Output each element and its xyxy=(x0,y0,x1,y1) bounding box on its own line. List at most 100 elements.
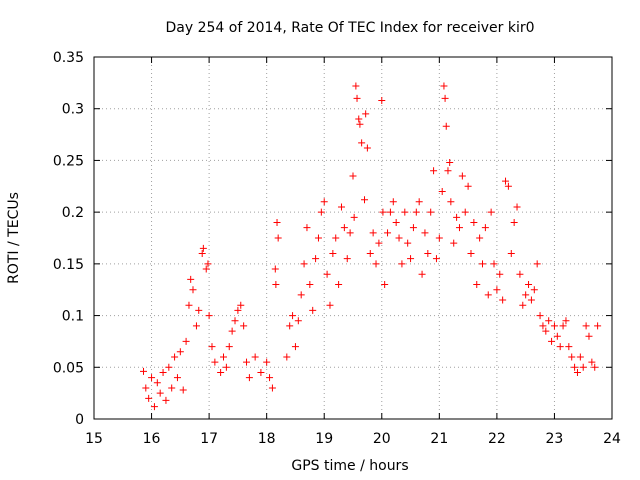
data-point xyxy=(432,255,440,263)
data-point xyxy=(378,96,386,104)
data-point xyxy=(519,301,527,309)
data-point xyxy=(441,94,449,102)
x-tick-label: 24 xyxy=(603,431,621,447)
data-point xyxy=(562,317,570,325)
data-point xyxy=(381,281,389,289)
data-point xyxy=(251,353,259,361)
data-point xyxy=(409,224,417,232)
data-point xyxy=(337,203,345,211)
x-tick-label: 21 xyxy=(430,431,448,447)
x-axis-label: GPS time / hours xyxy=(291,458,408,474)
data-point xyxy=(404,239,412,247)
data-point xyxy=(536,312,544,320)
data-point xyxy=(192,322,200,330)
y-axis-label: ROTI / TECUs xyxy=(6,192,22,284)
data-point xyxy=(430,167,438,175)
data-point xyxy=(312,255,320,263)
data-point xyxy=(225,343,233,351)
data-point xyxy=(467,250,475,258)
data-point xyxy=(372,260,380,268)
data-point xyxy=(516,270,524,278)
data-point xyxy=(395,234,403,242)
data-point xyxy=(271,265,279,273)
data-point xyxy=(159,368,167,376)
data-point xyxy=(195,306,203,314)
data-point xyxy=(306,281,314,289)
data-point xyxy=(369,229,377,237)
data-point xyxy=(553,332,561,340)
data-point xyxy=(571,363,579,371)
data-point xyxy=(228,327,236,335)
data-point xyxy=(476,234,484,242)
data-point xyxy=(355,115,363,123)
data-point xyxy=(205,312,213,320)
data-point xyxy=(350,213,358,221)
data-point xyxy=(438,187,446,195)
data-point xyxy=(171,353,179,361)
data-point xyxy=(182,337,190,345)
data-point xyxy=(568,353,576,361)
data-point xyxy=(329,250,337,258)
plot-frame xyxy=(93,56,613,420)
data-point xyxy=(211,358,219,366)
data-point xyxy=(525,281,533,289)
data-point xyxy=(187,275,195,283)
y-tick-label: 0.1 xyxy=(62,309,84,325)
data-point xyxy=(257,368,265,376)
data-point xyxy=(481,224,489,232)
data-point xyxy=(145,394,153,402)
data-point xyxy=(588,358,596,366)
data-point xyxy=(576,353,584,361)
data-point xyxy=(527,296,535,304)
data-point xyxy=(179,386,187,394)
data-point xyxy=(421,229,429,237)
data-point xyxy=(323,270,331,278)
data-point xyxy=(317,208,325,216)
data-point xyxy=(582,322,590,330)
data-point xyxy=(530,286,538,294)
data-point xyxy=(565,343,573,351)
data-point xyxy=(309,306,317,314)
data-point xyxy=(189,286,197,294)
y-tick-label: 0.3 xyxy=(62,102,84,118)
data-point xyxy=(291,343,299,351)
data-point xyxy=(559,322,567,330)
data-point xyxy=(384,229,392,237)
data-point xyxy=(464,182,472,190)
data-point xyxy=(243,358,251,366)
data-point xyxy=(490,260,498,268)
data-point xyxy=(418,270,426,278)
data-point xyxy=(208,343,216,351)
grid-lines xyxy=(94,57,612,419)
data-point xyxy=(185,301,193,309)
data-point xyxy=(398,260,406,268)
data-point xyxy=(274,234,282,242)
data-point xyxy=(245,374,253,382)
data-point xyxy=(507,250,515,258)
y-tick-label: 0 xyxy=(75,412,84,428)
data-point xyxy=(446,158,454,166)
data-point xyxy=(424,250,432,258)
data-point xyxy=(268,384,276,392)
data-point xyxy=(335,281,343,289)
data-point xyxy=(440,82,448,90)
data-point xyxy=(444,167,452,175)
data-point xyxy=(461,208,469,216)
data-point xyxy=(204,260,212,268)
data-point xyxy=(326,301,334,309)
data-point xyxy=(499,296,507,304)
data-point xyxy=(545,317,553,325)
data-point xyxy=(300,260,308,268)
y-tick-label: 0.25 xyxy=(53,153,84,169)
data-point xyxy=(412,208,420,216)
data-point xyxy=(392,218,400,226)
data-point xyxy=(266,374,274,382)
data-point xyxy=(375,239,383,247)
data-point xyxy=(513,203,521,211)
data-point xyxy=(346,229,354,237)
data-point xyxy=(533,260,541,268)
data-point xyxy=(493,286,501,294)
data-point xyxy=(389,198,397,206)
data-point xyxy=(220,353,227,361)
data-point xyxy=(496,270,504,278)
